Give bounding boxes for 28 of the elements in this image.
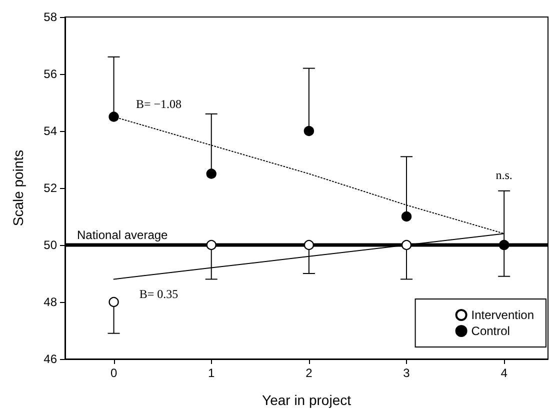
point (206, 240, 216, 250)
y-tick-label: 50 (44, 238, 58, 252)
x-tick-label: 2 (306, 366, 313, 380)
legend-label: Control (471, 324, 510, 338)
legend-label: Intervention (471, 308, 534, 322)
point (401, 240, 412, 250)
annotation: n.s. (496, 168, 512, 182)
y-tick-label: 46 (44, 352, 58, 366)
x-tick-label: 1 (208, 366, 216, 380)
y-tick-label: 58 (44, 10, 58, 24)
ref-line-label: National average (77, 228, 168, 242)
x-tick-label: 3 (403, 366, 410, 380)
x-tick-label: 4 (500, 366, 508, 380)
point (304, 126, 314, 136)
x-axis-title: Year in project (262, 392, 352, 408)
point (401, 211, 412, 222)
y-tick-label: 48 (44, 295, 58, 309)
y-axis-title: Scale points (10, 150, 26, 226)
point (206, 168, 216, 179)
y-tick-label: 54 (44, 124, 58, 138)
series-label: B= 0.35 (139, 287, 178, 302)
y-tick-label: 56 (44, 67, 58, 81)
point (108, 296, 119, 308)
y-tick-label: 52 (44, 181, 58, 195)
point (304, 240, 314, 250)
point (108, 112, 119, 122)
x-tick-label: 0 (110, 366, 118, 380)
series-label: B= −1.08 (136, 96, 182, 111)
